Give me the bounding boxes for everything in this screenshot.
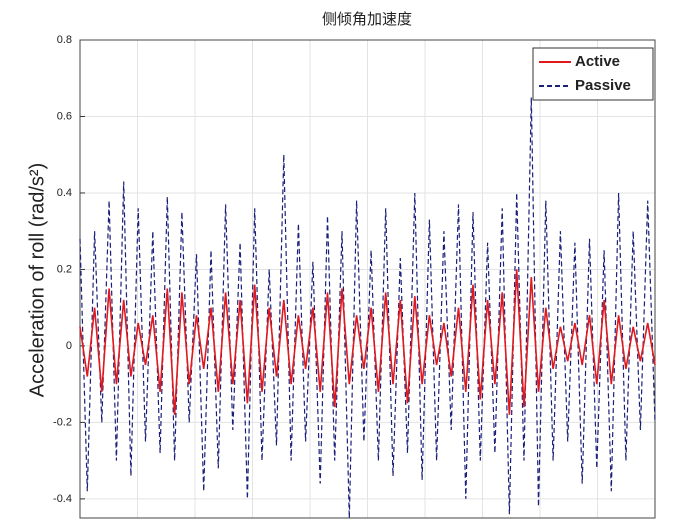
legend-label: Active: [575, 53, 620, 70]
y-tick-label: 0.2: [57, 263, 72, 275]
legend-label: Passive: [575, 77, 631, 94]
y-tick-label: -0.4: [53, 493, 72, 505]
plot-frame: [79, 39, 656, 519]
y-tick-label: 0.4: [57, 187, 72, 199]
data-line: [79, 269, 656, 415]
data-line: [79, 97, 656, 519]
y-tick-label: -0.2: [53, 416, 72, 428]
legend-box: [532, 47, 654, 101]
y-axis-label: Acceleration of roll (rad/s²): [26, 163, 48, 398]
y-tick-label: 0.6: [57, 110, 72, 122]
chart-title: 侧倾角加速度: [322, 10, 412, 28]
y-tick-label: 0: [66, 340, 72, 352]
y-tick-label: 0.8: [57, 34, 72, 46]
